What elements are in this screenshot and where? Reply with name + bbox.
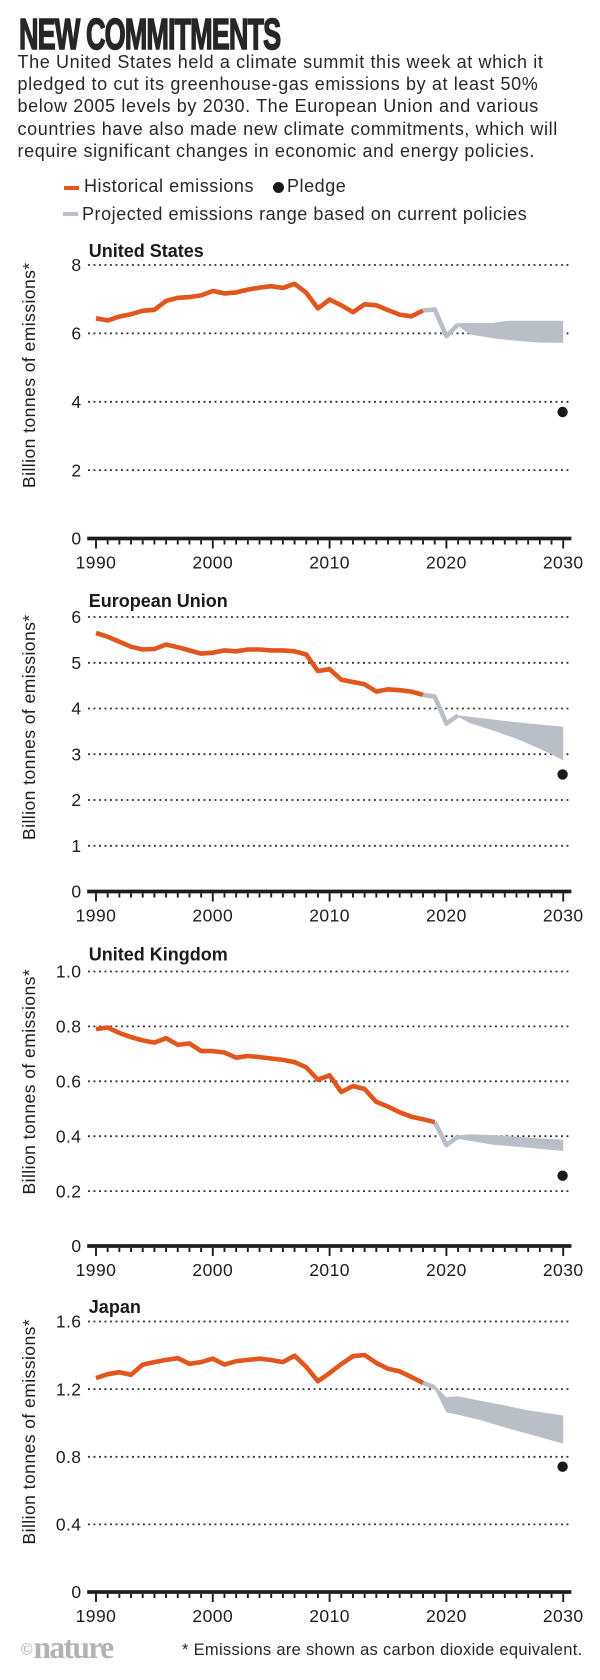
svg-text:2030: 2030: [543, 1606, 584, 1626]
svg-text:2010: 2010: [309, 906, 350, 926]
svg-text:0.2: 0.2: [56, 1181, 82, 1201]
svg-text:2000: 2000: [192, 906, 233, 926]
svg-text:1990: 1990: [76, 1260, 117, 1280]
svg-text:0.8: 0.8: [56, 1017, 82, 1037]
svg-text:1.2: 1.2: [56, 1379, 82, 1399]
svg-text:2030: 2030: [543, 906, 584, 926]
svg-text:United States: United States: [89, 241, 204, 261]
svg-text:0.6: 0.6: [56, 1072, 82, 1092]
svg-text:2: 2: [71, 790, 81, 810]
svg-text:2000: 2000: [192, 1260, 233, 1280]
svg-text:2000: 2000: [192, 553, 233, 573]
svg-text:2020: 2020: [426, 553, 467, 573]
svg-text:2010: 2010: [309, 1260, 350, 1280]
svg-text:2020: 2020: [426, 1260, 467, 1280]
svg-text:0.4: 0.4: [56, 1126, 82, 1146]
svg-text:6: 6: [71, 607, 81, 627]
svg-text:Billion tonnes of emissions*: Billion tonnes of emissions*: [19, 1319, 39, 1545]
svg-text:2010: 2010: [309, 553, 350, 573]
svg-text:0.8: 0.8: [56, 1447, 82, 1467]
svg-text:0: 0: [71, 882, 81, 902]
svg-text:2020: 2020: [426, 906, 467, 926]
svg-text:2020: 2020: [426, 1606, 467, 1626]
svg-text:2000: 2000: [192, 1606, 233, 1626]
svg-text:3: 3: [71, 745, 81, 765]
svg-text:0: 0: [71, 1582, 81, 1602]
svg-text:5: 5: [71, 653, 81, 673]
svg-text:1.0: 1.0: [56, 962, 82, 982]
svg-text:1990: 1990: [76, 1606, 117, 1626]
svg-text:8: 8: [71, 255, 81, 275]
svg-text:4: 4: [71, 699, 81, 719]
svg-text:1990: 1990: [76, 906, 117, 926]
svg-text:2010: 2010: [309, 1606, 350, 1626]
svg-text:1: 1: [71, 836, 81, 856]
svg-text:0: 0: [71, 529, 81, 549]
svg-text:1.6: 1.6: [56, 1312, 82, 1332]
svg-text:Japan: Japan: [89, 1297, 141, 1317]
svg-text:1990: 1990: [76, 553, 117, 573]
svg-text:4: 4: [71, 392, 81, 412]
svg-text:Billion tonnes of emissions*: Billion tonnes of emissions*: [19, 262, 39, 488]
svg-text:0: 0: [71, 1236, 81, 1256]
svg-text:0.4: 0.4: [56, 1515, 82, 1535]
svg-text:2030: 2030: [543, 553, 584, 573]
svg-text:European Union: European Union: [89, 591, 228, 611]
svg-text:6: 6: [71, 324, 81, 344]
svg-text:Billion tonnes of emissions*: Billion tonnes of emissions*: [19, 614, 39, 840]
svg-text:Billion tonnes of emissions*: Billion tonnes of emissions*: [19, 969, 39, 1195]
svg-text:2: 2: [71, 460, 81, 480]
svg-text:United Kingdom: United Kingdom: [89, 944, 228, 964]
svg-text:2030: 2030: [543, 1260, 584, 1280]
